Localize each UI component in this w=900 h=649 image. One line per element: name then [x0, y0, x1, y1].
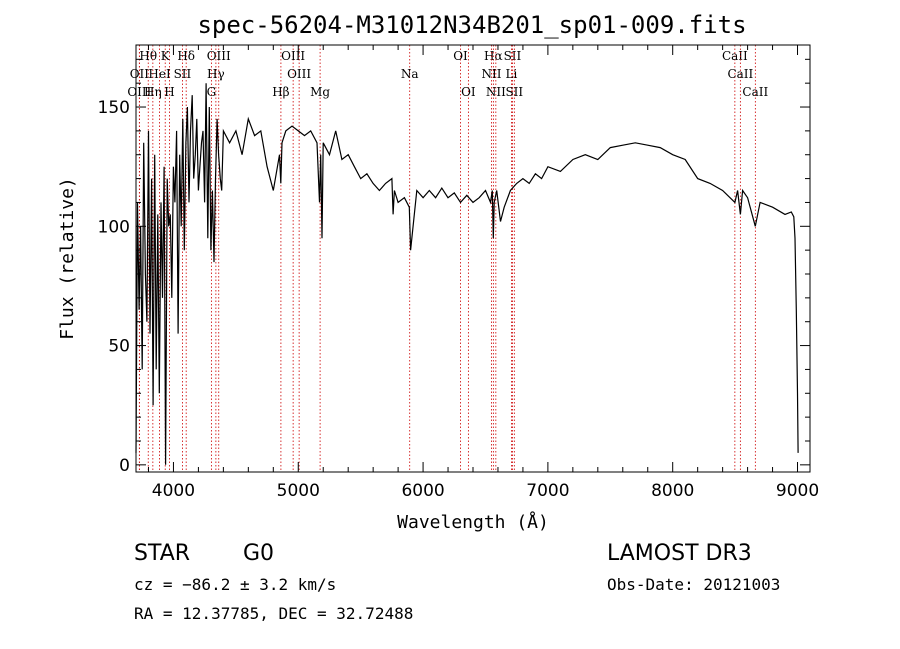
spectral-line-label: Hα	[484, 49, 503, 63]
spectral-line-label: OIII	[127, 85, 151, 99]
spectral-line-label: G	[207, 85, 217, 99]
spectral-line-label: SII	[505, 85, 523, 99]
spectral-line-label: OIII	[287, 67, 311, 81]
spectral-line-label: Hθ	[139, 49, 157, 63]
axis-ticks: 4000 5000 6000 7000 8000 9000 0 50 100 150	[98, 45, 819, 501]
x-tick-label: 7000	[526, 481, 569, 501]
spectral-line-label: OI	[461, 85, 476, 99]
spectral-line-label: OI	[453, 49, 468, 63]
x-tick-label: 4000	[152, 481, 195, 501]
object-class: STAR	[134, 541, 191, 566]
x-axis-label: Wavelength (Å)	[397, 511, 549, 533]
spectral-line-label: SII	[504, 49, 522, 63]
spectral-line-label: HeI	[148, 67, 171, 81]
spectrum-line	[135, 83, 799, 465]
spectral-line-label: Hγ	[207, 67, 225, 81]
spectral-line-label: OIII	[281, 49, 305, 63]
x-tick-label: 6000	[401, 481, 444, 501]
spectral-line-label: CaII	[722, 49, 748, 63]
redshift-velocity: cz = −86.2 ± 3.2 km/s	[134, 575, 337, 594]
spectral-line-label: Mg	[310, 85, 330, 99]
x-tick-label: 8000	[651, 481, 694, 501]
x-tick-label: 9000	[776, 481, 819, 501]
observation-date: Obs-Date: 20121003	[607, 575, 781, 594]
spectral-line-label: K	[161, 49, 171, 63]
spectral-line-label: OIII	[207, 49, 231, 63]
spectral-line-label: Hδ	[177, 49, 195, 63]
y-axis-label: Flux (relative)	[57, 177, 78, 340]
chart-title: spec-56204-M31012N34B201_sp01-009.fits	[197, 11, 746, 39]
coordinates: RA = 12.37785, DEC = 32.72488	[134, 604, 414, 623]
survey-name: LAMOST DR3	[607, 541, 752, 566]
spectral-line-label: Hη	[144, 85, 162, 99]
spectral-line-label: H	[164, 85, 174, 99]
x-tick-label: 5000	[277, 481, 320, 501]
spectral-line-label: Na	[401, 67, 419, 81]
spectral-line-label: NII	[481, 67, 501, 81]
spectral-line-label: Hβ	[272, 85, 289, 99]
spectral-line-label: CaII	[727, 67, 753, 81]
y-tick-label: 50	[108, 337, 130, 357]
spectral-line-label: SII	[174, 67, 192, 81]
spectral-line-label: NII	[486, 85, 506, 99]
y-tick-label: 150	[98, 98, 130, 118]
spectral-line-label: CaII	[742, 85, 768, 99]
object-subclass: G0	[243, 541, 275, 566]
y-tick-label: 100	[98, 217, 130, 237]
spectral-line-label: Li	[506, 67, 518, 81]
y-tick-label: 0	[119, 456, 130, 476]
plot-frame	[135, 44, 811, 473]
